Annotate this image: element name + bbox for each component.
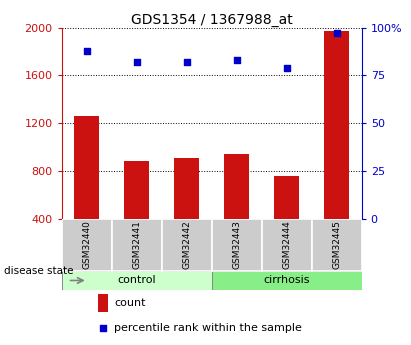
Text: percentile rank within the sample: percentile rank within the sample	[114, 323, 302, 333]
Bar	[224, 154, 249, 219]
Bar	[112, 219, 162, 270]
Point	[83, 48, 90, 53]
Text: GSM32440: GSM32440	[82, 220, 91, 269]
Bar	[98, 294, 108, 312]
Bar	[62, 270, 212, 290]
Text: GSM32444: GSM32444	[282, 220, 291, 269]
Bar	[312, 219, 362, 270]
Bar	[174, 158, 199, 219]
Text: disease state: disease state	[4, 266, 74, 276]
Bar	[212, 219, 262, 270]
Text: GSM32442: GSM32442	[182, 220, 191, 269]
Bar	[124, 161, 149, 219]
Point	[183, 59, 190, 65]
Bar	[162, 219, 212, 270]
Text: GSM32443: GSM32443	[232, 220, 241, 269]
Point	[233, 57, 240, 63]
Bar	[324, 31, 349, 219]
Point	[133, 59, 140, 65]
Text: GSM32445: GSM32445	[332, 220, 341, 269]
Text: control: control	[118, 275, 156, 285]
Bar	[274, 176, 299, 219]
Text: count: count	[114, 298, 145, 308]
Text: cirrhosis: cirrhosis	[263, 275, 310, 285]
Point	[283, 65, 290, 70]
Bar	[62, 219, 112, 270]
Title: GDS1354 / 1367988_at: GDS1354 / 1367988_at	[131, 12, 293, 27]
Bar	[262, 219, 312, 270]
Point	[333, 31, 340, 36]
Text: GSM32441: GSM32441	[132, 220, 141, 269]
Point	[99, 325, 106, 331]
Bar	[74, 116, 99, 219]
Bar	[212, 270, 362, 290]
